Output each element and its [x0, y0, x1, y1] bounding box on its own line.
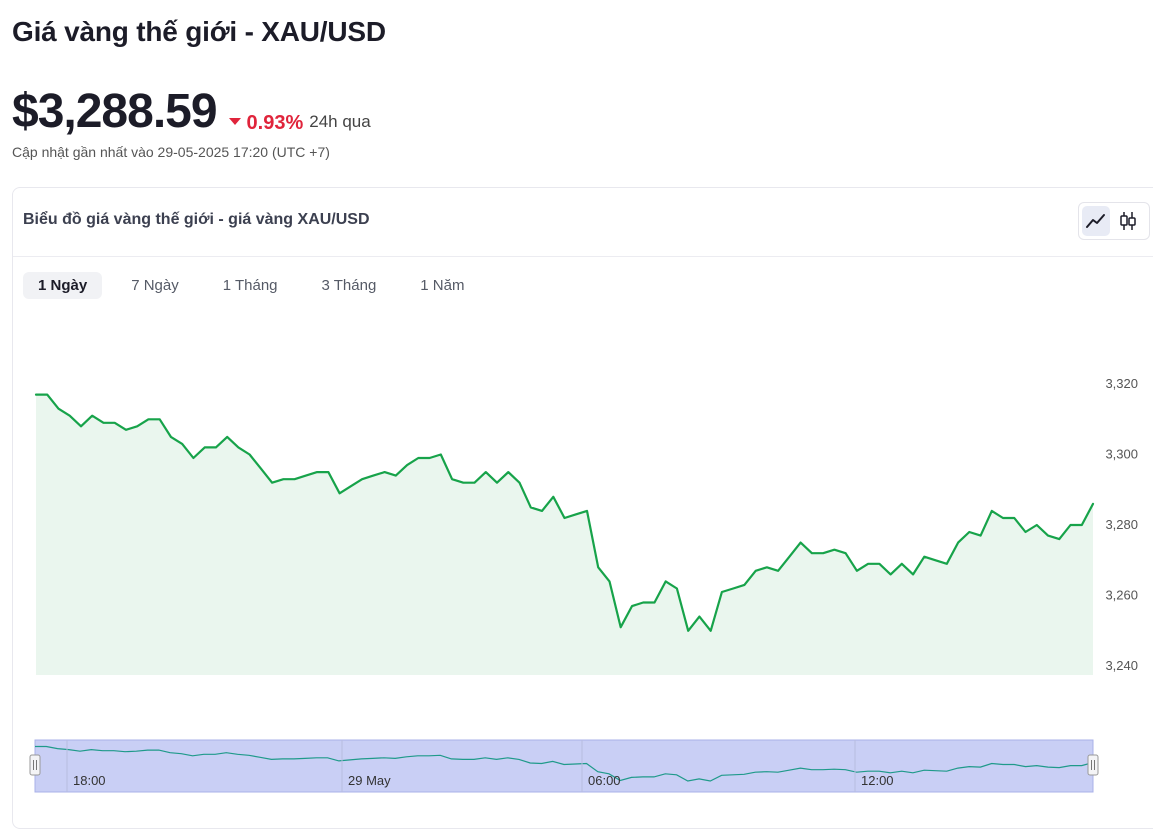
navigator-right-handle[interactable]: [1087, 754, 1099, 776]
chart-title: Biểu đồ giá vàng thế giới - giá vàng XAU…: [23, 211, 370, 228]
navigator-time-label: 18:00: [73, 773, 106, 788]
down-arrow-icon: [228, 118, 241, 125]
line-chart-icon: [1086, 214, 1105, 228]
price-area: [36, 394, 1093, 675]
navigator-line: [35, 745, 1094, 782]
y-tick-label: 3,240: [1105, 658, 1138, 673]
chart-type-toggle: [1078, 202, 1150, 240]
current-price: $3,288.59: [12, 85, 218, 138]
navigator-left-handle[interactable]: [29, 754, 41, 776]
price-chart: 3,320 3,300 3,280 3,260 3,240 18:00 29 May 06:…: [29, 376, 1138, 793]
tab-1-month[interactable]: 1 Tháng: [222, 277, 278, 294]
card-divider: [13, 256, 1153, 257]
tab-1-day[interactable]: 1 Ngày: [23, 272, 103, 299]
y-axis: 3,320 3,300 3,280 3,260 3,240: [1105, 376, 1138, 673]
y-tick-label: 3,320: [1105, 376, 1138, 391]
price-line: [34, 393, 1095, 632]
price-change: 0.93%: [228, 112, 304, 135]
last-updated: Cập nhật gần nhất vào 29-05-2025 17:20 (…: [12, 144, 330, 160]
candlestick-icon: [1120, 212, 1136, 230]
candlestick-button[interactable]: [1114, 206, 1142, 236]
tab-1-year[interactable]: 1 Năm: [420, 277, 465, 294]
main-plot: [34, 393, 1095, 675]
navigator-time-label: 12:00: [861, 773, 894, 788]
y-tick-label: 3,280: [1105, 517, 1138, 532]
period-tabs: 1 Ngày 7 Ngày 1 Tháng 3 Tháng 1 Năm: [23, 272, 493, 299]
navigator-time-label: 29 May: [348, 773, 391, 788]
tab-7-days[interactable]: 7 Ngày: [131, 277, 179, 294]
navigator-range: [34, 739, 1094, 793]
navigator[interactable]: 18:00 29 May 06:00 12:00: [29, 739, 1099, 793]
y-tick-label: 3,300: [1105, 447, 1138, 462]
change-period: 24h qua: [309, 112, 371, 131]
price-change-value: 0.93%: [246, 112, 304, 134]
page-title: Giá vàng thế giới - XAU/USD: [12, 16, 386, 47]
tab-3-months[interactable]: 3 Tháng: [321, 277, 377, 294]
line-chart-button[interactable]: [1082, 206, 1110, 236]
navigator-time-label: 06:00: [588, 773, 621, 788]
y-tick-label: 3,260: [1105, 588, 1138, 603]
price-row: $3,288.59 0.93% 24h qua: [12, 84, 371, 139]
